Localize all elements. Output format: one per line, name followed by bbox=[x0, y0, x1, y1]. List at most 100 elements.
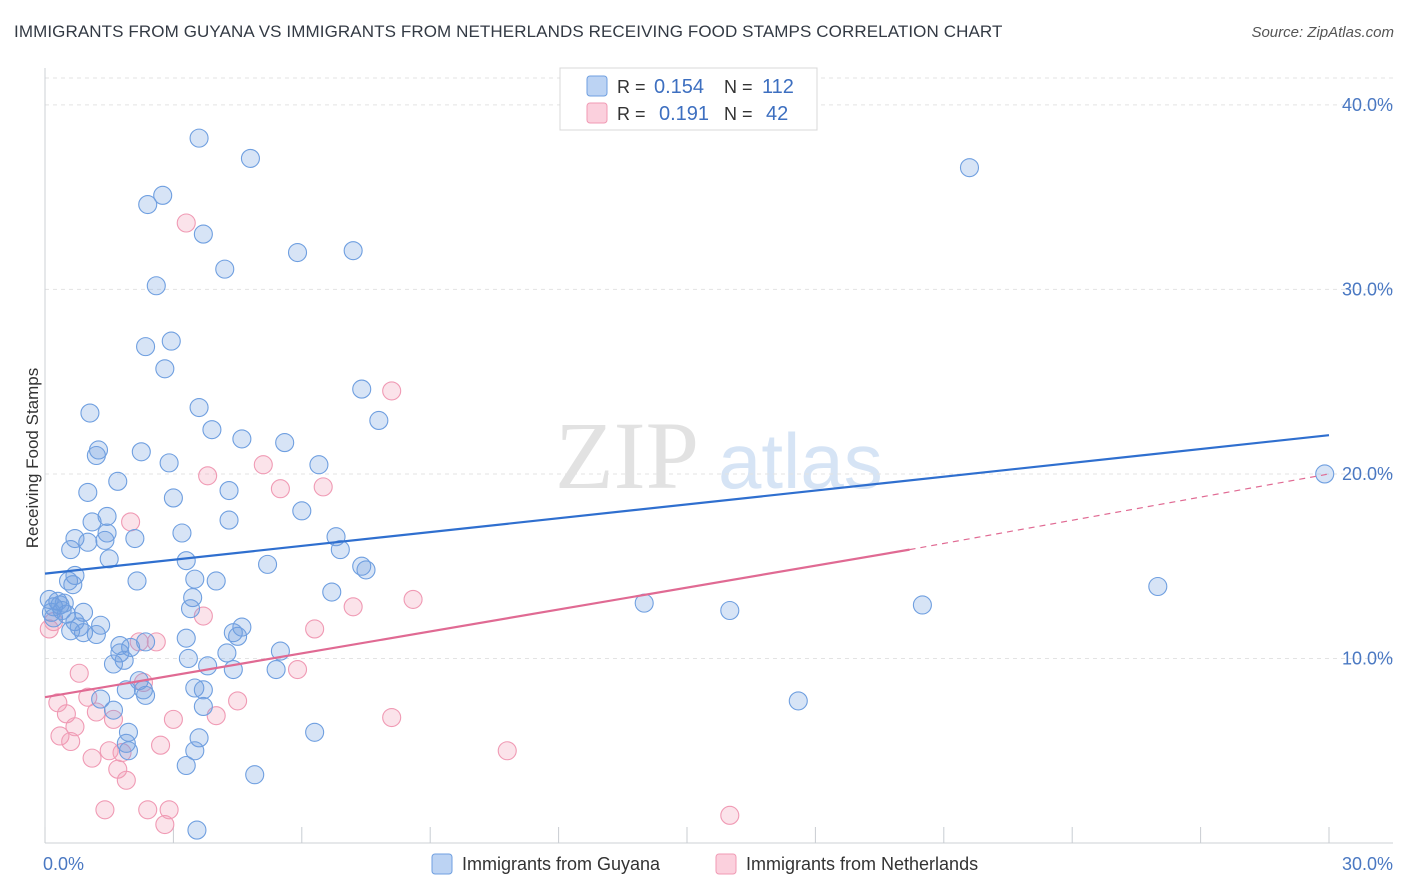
guyana-point bbox=[121, 637, 141, 657]
guyana-point bbox=[275, 433, 295, 453]
x-tick-label-max: 30.0% bbox=[1342, 854, 1393, 874]
guyana-point bbox=[287, 242, 308, 263]
y-tick-label: 40.0% bbox=[1342, 95, 1393, 115]
y-tick-labels: 10.0% 20.0% 30.0% 40.0% bbox=[1342, 95, 1393, 669]
guyana-point bbox=[97, 506, 117, 526]
guyana-point bbox=[172, 523, 192, 543]
netherlands-point bbox=[61, 731, 81, 752]
guyana-point bbox=[292, 501, 312, 521]
guyana-point bbox=[118, 741, 139, 761]
trendline-netherlands bbox=[44, 548, 910, 699]
guyana-point bbox=[189, 728, 209, 748]
guyana-point bbox=[88, 440, 109, 460]
guyana-point bbox=[41, 602, 61, 622]
guyana-point bbox=[185, 569, 205, 589]
guyana-point bbox=[343, 241, 363, 261]
guyana-point bbox=[138, 194, 158, 215]
guyana-point bbox=[136, 632, 156, 652]
guyana-point bbox=[309, 455, 329, 475]
guyana-point bbox=[73, 602, 94, 622]
guyana-point bbox=[136, 337, 156, 357]
guyana-point bbox=[202, 420, 222, 440]
legend-guyana-n-label: N = bbox=[724, 77, 753, 97]
watermark-atlas: atlas bbox=[718, 417, 883, 505]
legend-swatch-netherlands bbox=[586, 102, 608, 124]
guyana-point bbox=[163, 488, 183, 508]
legend-guyana-n-value: 112 bbox=[762, 76, 794, 98]
netherlands-point bbox=[720, 805, 740, 825]
axes bbox=[44, 68, 1393, 844]
guyana-point bbox=[155, 359, 175, 379]
series-netherlands-points bbox=[39, 213, 740, 835]
bottom-legend-netherlands: Immigrants from Netherlands bbox=[746, 854, 978, 874]
guyana-point bbox=[193, 696, 213, 717]
netherlands-point bbox=[159, 800, 179, 820]
netherlands-point bbox=[206, 706, 226, 726]
series-legend: Immigrants from Guyana Immigrants from N… bbox=[431, 853, 978, 875]
guyana-point bbox=[82, 512, 102, 532]
netherlands-point bbox=[343, 597, 363, 617]
netherlands-point bbox=[198, 466, 218, 486]
correlation-legend: R = 0.154 N = 112 R = 0.191 N = 42 bbox=[559, 67, 818, 131]
guyana-point bbox=[159, 453, 179, 473]
y-tick-label: 30.0% bbox=[1342, 279, 1393, 299]
netherlands-point bbox=[65, 717, 85, 737]
legend-netherlands-r-label: R = bbox=[617, 104, 646, 124]
netherlands-point bbox=[176, 213, 196, 233]
legend-netherlands-n-label: N = bbox=[724, 104, 753, 124]
y-axis-label: Receiving Food Stamps bbox=[23, 368, 42, 548]
guyana-point bbox=[95, 530, 115, 550]
guyana-point bbox=[180, 599, 201, 619]
netherlands-point bbox=[146, 632, 166, 652]
guyana-point bbox=[193, 680, 213, 700]
netherlands-point bbox=[313, 477, 333, 497]
legend-guyana-r-label: R = bbox=[617, 77, 646, 97]
guyana-point bbox=[189, 128, 209, 148]
guyana-point bbox=[99, 549, 119, 569]
guyana-point bbox=[91, 689, 111, 709]
netherlands-point bbox=[497, 741, 517, 761]
guyana-point bbox=[78, 532, 98, 552]
guyana-point bbox=[116, 680, 136, 700]
guyana-point bbox=[63, 575, 83, 595]
guyana-point bbox=[369, 410, 389, 430]
guyana-point bbox=[219, 481, 239, 501]
netherlands-point bbox=[228, 691, 248, 711]
y-tick-label: 20.0% bbox=[1342, 464, 1393, 484]
guyana-point bbox=[178, 648, 198, 669]
legend-netherlands-r-value: 0.191 bbox=[659, 103, 709, 125]
guyana-point bbox=[720, 600, 740, 621]
legend-swatch-guyana bbox=[586, 75, 608, 97]
guyana-point bbox=[86, 624, 106, 645]
guyana-point bbox=[232, 429, 252, 449]
guyana-point bbox=[65, 528, 85, 549]
guyana-point bbox=[103, 654, 124, 674]
guyana-point bbox=[146, 276, 166, 296]
bottom-legend-guyana: Immigrants from Guyana bbox=[462, 854, 661, 874]
guyana-point bbox=[193, 224, 213, 244]
netherlands-point bbox=[138, 800, 158, 820]
guyana-point bbox=[258, 554, 278, 574]
guyana-point bbox=[1148, 576, 1168, 597]
guyana-point bbox=[176, 551, 196, 571]
guyana-point bbox=[912, 595, 932, 615]
source-label: Source: ZipAtlas.com bbox=[1251, 24, 1394, 41]
guyana-point bbox=[217, 643, 237, 663]
netherlands-point bbox=[151, 735, 171, 755]
legend-netherlands-n-value: 42 bbox=[766, 103, 788, 125]
guyana-point bbox=[330, 540, 350, 560]
netherlands-point bbox=[403, 589, 423, 609]
y-tick-label: 10.0% bbox=[1342, 648, 1393, 668]
guyana-point bbox=[356, 560, 376, 580]
guyana-point bbox=[788, 691, 808, 711]
guyana-point bbox=[322, 582, 342, 602]
netherlands-point bbox=[253, 455, 273, 475]
netherlands-point bbox=[95, 800, 115, 820]
trendline-guyana bbox=[44, 434, 1330, 575]
netherlands-point bbox=[50, 726, 70, 746]
guyana-point bbox=[125, 528, 145, 549]
netherlands-point bbox=[121, 512, 141, 532]
chart-title: IMMIGRANTS FROM GUYANA VS IMMIGRANTS FRO… bbox=[14, 22, 1003, 41]
guyana-point bbox=[189, 397, 209, 418]
bottom-legend-swatch-netherlands bbox=[715, 853, 737, 875]
